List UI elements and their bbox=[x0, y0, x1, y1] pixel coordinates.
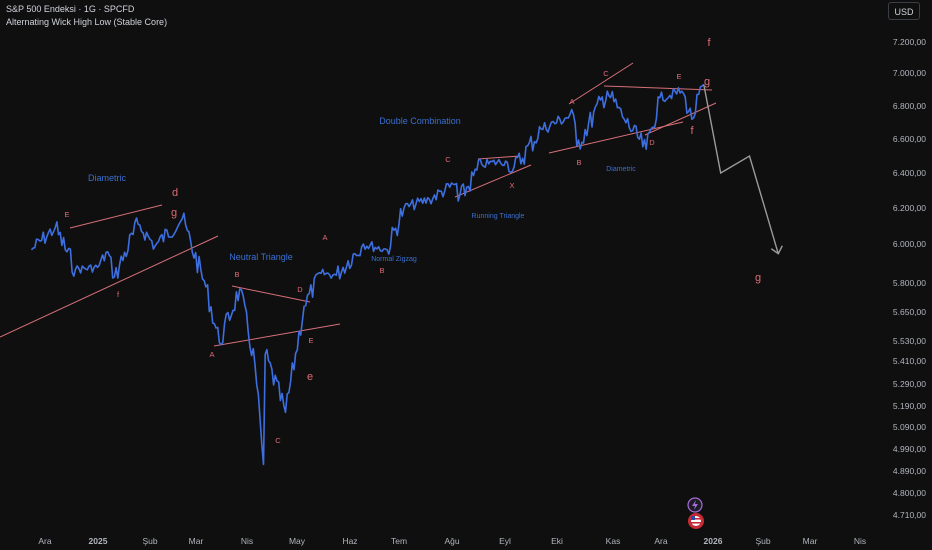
x-tick-label: Şub bbox=[142, 536, 157, 546]
pattern-label: Double Combination bbox=[379, 116, 461, 126]
wave-label-large: g bbox=[704, 76, 710, 88]
wave-label-large: f bbox=[690, 125, 694, 137]
wave-label: C bbox=[275, 436, 281, 445]
x-tick-label: Mar bbox=[803, 536, 818, 546]
wave-label: D bbox=[649, 138, 655, 147]
symbol-title[interactable]: S&P 500 Endeksi · 1G · SPCFD bbox=[6, 4, 135, 14]
projection-path bbox=[703, 84, 779, 254]
wave-label: A bbox=[569, 97, 574, 106]
projection-arrowhead bbox=[770, 245, 783, 255]
y-tick-label: 5.800,00 bbox=[893, 278, 926, 288]
y-tick-label: 4.890,00 bbox=[893, 466, 926, 476]
y-tick-label: 5.290,00 bbox=[893, 379, 926, 389]
us-flag-icon[interactable] bbox=[688, 513, 704, 529]
trendline bbox=[603, 85, 713, 91]
x-axis: Ara 2025 Şub Mar Nis May Haz Tem Ağu Eyl Eki Kas Ara… bbox=[38, 536, 866, 546]
wave-label: E bbox=[64, 210, 69, 219]
x-tick-label: Nis bbox=[241, 536, 253, 546]
x-tick-label: 2026 bbox=[704, 536, 723, 546]
trendline bbox=[568, 62, 634, 105]
wave-label-large: f bbox=[707, 37, 711, 49]
wave-label: B bbox=[234, 270, 239, 279]
x-tick-label: Eyl bbox=[499, 536, 511, 546]
y-tick-label: 5.090,00 bbox=[893, 422, 926, 432]
y-tick-label: 5.650,00 bbox=[893, 307, 926, 317]
x-tick-label: Kas bbox=[606, 536, 621, 546]
wave-label: A bbox=[322, 233, 327, 242]
y-tick-label: 6.800,00 bbox=[893, 101, 926, 111]
y-tick-label: 5.190,00 bbox=[893, 401, 926, 411]
wave-label-large: g bbox=[171, 207, 177, 219]
y-tick-label: 4.710,00 bbox=[893, 510, 926, 520]
trendline bbox=[477, 155, 521, 160]
wave-label: E bbox=[676, 72, 681, 81]
lightning-icon[interactable] bbox=[687, 497, 703, 513]
y-tick-label: 6.600,00 bbox=[893, 134, 926, 144]
trendline bbox=[69, 204, 163, 229]
wave-label-large: e bbox=[307, 371, 313, 383]
wave-label: C bbox=[445, 155, 451, 164]
y-tick-label: 6.400,00 bbox=[893, 168, 926, 178]
x-tick-label: May bbox=[289, 536, 306, 546]
trendline bbox=[548, 121, 684, 154]
x-tick-label: Tem bbox=[391, 536, 407, 546]
y-tick-label: 7.000,00 bbox=[893, 68, 926, 78]
y-tick-label: 4.990,00 bbox=[893, 444, 926, 454]
wave-label: E bbox=[308, 336, 313, 345]
x-tick-label: Mar bbox=[189, 536, 204, 546]
y-tick-label: 7.200,00 bbox=[893, 37, 926, 47]
trendlines bbox=[0, 62, 717, 347]
x-tick-label: Ara bbox=[654, 536, 668, 546]
wave-label: B bbox=[379, 266, 384, 275]
indicator-name[interactable]: Alternating Wick High Low (Stable Core) bbox=[6, 17, 168, 27]
pattern-label: Neutral Triangle bbox=[229, 252, 293, 262]
x-tick-label: Ağu bbox=[444, 536, 459, 546]
pattern-label: Normal Zigzag bbox=[371, 256, 417, 263]
trendline bbox=[0, 235, 219, 338]
y-tick-label: 5.410,00 bbox=[893, 356, 926, 366]
wave-label: D bbox=[297, 285, 303, 294]
trendline bbox=[231, 285, 311, 303]
trendline bbox=[454, 164, 532, 198]
pattern-label: Diametric bbox=[88, 173, 127, 183]
currency-button[interactable]: USD bbox=[888, 2, 920, 20]
y-tick-label: 6.000,00 bbox=[893, 239, 926, 249]
x-tick-label: Ara bbox=[38, 536, 52, 546]
pattern-label: Diametric bbox=[606, 166, 636, 173]
wave-label-large: d bbox=[172, 187, 178, 199]
x-tick-label: Nis bbox=[854, 536, 866, 546]
x-tick-label: Eki bbox=[551, 536, 563, 546]
x-tick-label: 2025 bbox=[89, 536, 108, 546]
x-tick-label: Şub bbox=[755, 536, 770, 546]
wave-label: B bbox=[576, 158, 581, 167]
x-tick-label: Haz bbox=[342, 536, 357, 546]
wave-label: X bbox=[509, 181, 514, 190]
wave-label: C bbox=[603, 69, 609, 78]
y-tick-label: 4.800,00 bbox=[893, 488, 926, 498]
price-line[interactable] bbox=[30, 83, 705, 466]
trendline bbox=[644, 102, 717, 136]
y-tick-label: 5.530,00 bbox=[893, 336, 926, 346]
wave-label: f bbox=[117, 290, 120, 299]
trendline bbox=[213, 323, 341, 347]
y-axis: 7.200,00 7.000,00 6.800,00 6.600,00 6.400,00… bbox=[893, 37, 926, 520]
wave-label-large: g bbox=[755, 272, 761, 284]
pattern-label: Running Triangle bbox=[472, 213, 525, 220]
wave-label: A bbox=[209, 350, 214, 359]
y-tick-label: 6.200,00 bbox=[893, 203, 926, 213]
